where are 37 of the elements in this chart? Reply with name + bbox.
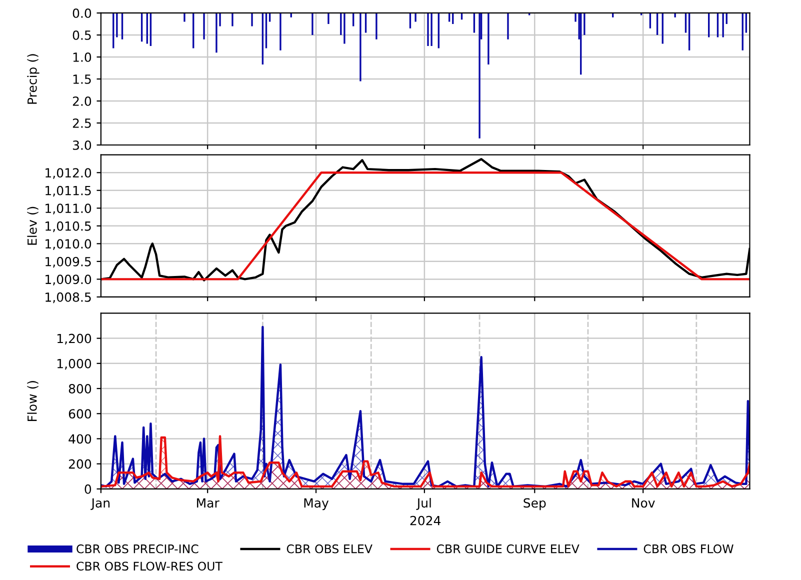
x-tick-label: Jul — [416, 498, 431, 510]
y-tick-label: 600 — [68, 409, 92, 419]
y-tick-label: 1,009.5 — [46, 256, 91, 268]
y-tick-label: 1,011.0 — [46, 204, 92, 214]
y-tick-label: 2.0 — [72, 96, 92, 106]
x-tick-label: May — [304, 498, 329, 510]
y-tick-label: 1,010.0 — [46, 239, 92, 250]
y-tick-label: 0.5 — [72, 30, 91, 40]
y-axis-title: Elev () — [27, 206, 38, 245]
y-tick-label: 0.0 — [72, 8, 92, 18]
y-axis-title: Flow () — [27, 381, 38, 421]
x-tick-label: Sep — [524, 498, 546, 510]
y-tick-label: 1,000 — [57, 358, 92, 370]
x-axis-title: 2024 — [410, 516, 441, 526]
y-tick-label: 3.0 — [72, 140, 92, 150]
y-tick-label: 200 — [68, 459, 92, 469]
legend-label: CBR OBS FLOW-RES OUT — [76, 562, 222, 571]
y-tick-label: 1,012.0 — [46, 168, 92, 179]
y-tick-label: 400 — [68, 434, 92, 444]
x-tick-label: Mar — [197, 498, 220, 508]
y-tick-label: 1,200 — [57, 334, 92, 345]
legend-label: CBR GUIDE CURVE ELEV — [436, 544, 580, 554]
y-tick-label: 1,011.5 — [46, 186, 91, 197]
y-tick-label: 800 — [68, 384, 92, 394]
y-tick-label: 2.5 — [72, 118, 91, 128]
y-tick-label: 0 — [84, 484, 92, 494]
y-tick-label: 1,010.5 — [46, 221, 91, 232]
y-tick-label: 1,008.5 — [46, 292, 91, 304]
y-tick-label: 1.5 — [73, 74, 91, 84]
x-tick-label: Jan — [90, 498, 110, 510]
y-tick-label: 1.0 — [73, 52, 92, 62]
x-tick-label: Nov — [632, 498, 655, 508]
legend-label: CBR OBS FLOW — [644, 544, 734, 554]
y-axis-title: Precip () — [27, 54, 40, 104]
legend-label: CBR OBS PRECIP-INC — [76, 544, 198, 554]
legend-label: CBR OBS ELEV — [286, 544, 372, 554]
y-tick-label: 1,009.0 — [46, 274, 92, 286]
